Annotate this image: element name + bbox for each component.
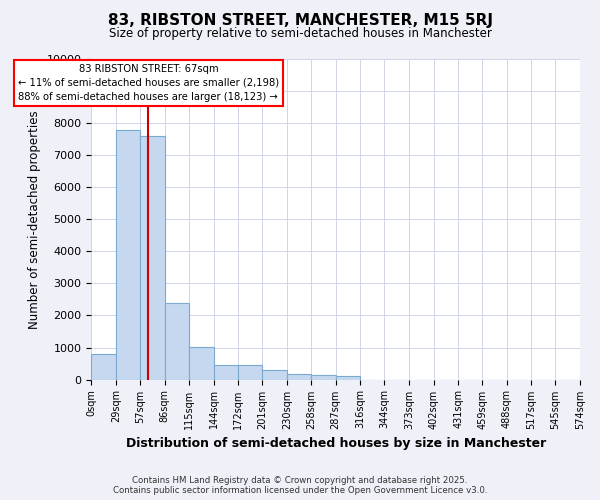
Bar <box>189 347 214 380</box>
Bar <box>116 130 140 380</box>
Text: Contains HM Land Registry data © Crown copyright and database right 2025.
Contai: Contains HM Land Registry data © Crown c… <box>113 476 487 495</box>
Bar <box>214 364 238 380</box>
Y-axis label: Number of semi-detached properties: Number of semi-detached properties <box>28 110 41 328</box>
Text: 83 RIBSTON STREET: 67sqm
← 11% of semi-detached houses are smaller (2,198)
88% o: 83 RIBSTON STREET: 67sqm ← 11% of semi-d… <box>18 64 279 102</box>
Bar <box>164 304 189 380</box>
Bar <box>140 136 164 380</box>
Bar <box>335 376 361 380</box>
Bar <box>91 354 116 380</box>
Text: 83, RIBSTON STREET, MANCHESTER, M15 5RJ: 83, RIBSTON STREET, MANCHESTER, M15 5RJ <box>107 12 493 28</box>
Text: Size of property relative to semi-detached houses in Manchester: Size of property relative to semi-detach… <box>109 28 491 40</box>
Bar <box>238 366 262 380</box>
Bar <box>262 370 287 380</box>
X-axis label: Distribution of semi-detached houses by size in Manchester: Distribution of semi-detached houses by … <box>125 437 546 450</box>
Bar <box>311 376 335 380</box>
Bar <box>287 374 311 380</box>
